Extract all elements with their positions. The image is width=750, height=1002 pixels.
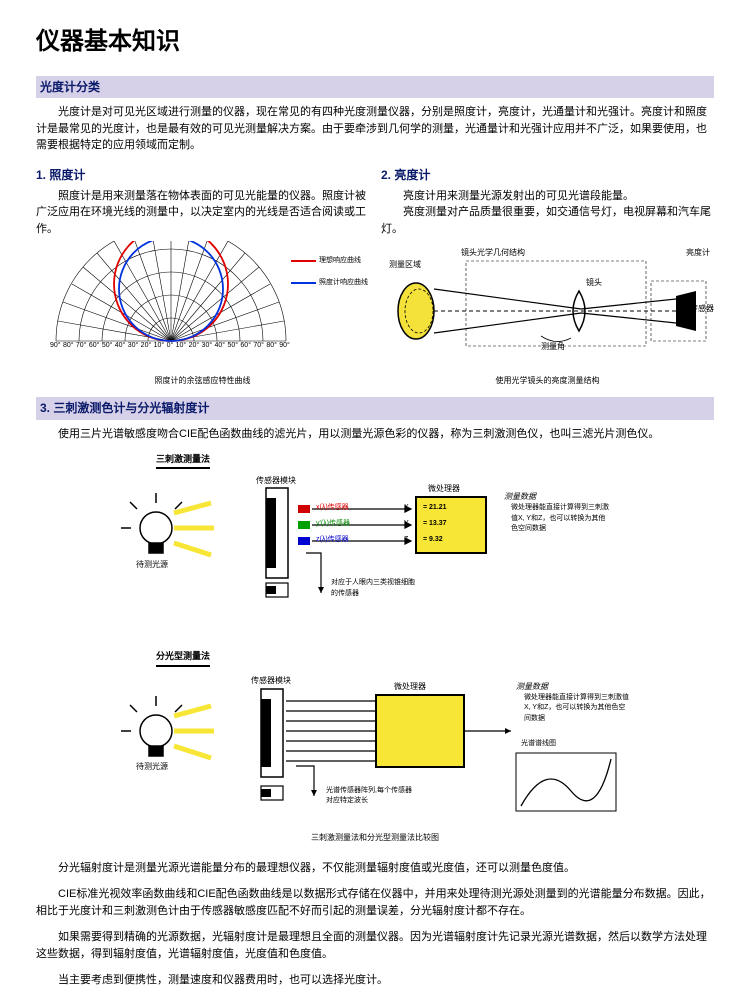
- sym-y: Y: [404, 519, 409, 530]
- data-title-2: 测量数据: [516, 681, 548, 693]
- main-title: 仪器基本知识: [36, 24, 714, 60]
- box3-body: 使用三片光谱敏感度吻合CIE配色函数曲线的滤光片，用以测量光源色彩的仪器，称为三…: [36, 426, 714, 443]
- spectro-processor: 微处理器: [394, 681, 426, 693]
- sensor-x: x(λ)传感器: [316, 503, 349, 514]
- para4: 当主要考虑到便携性，测量速度和仪器费用时，也可以选择光度计。: [36, 972, 714, 989]
- sensor-y: y'(λ)传感器: [316, 519, 350, 530]
- box2-caption: 使用光学镜头的亮度测量结构: [381, 375, 714, 387]
- sensor-array-lbl: 光谱传感器阵列,每个传感器对应特定波长: [326, 786, 416, 807]
- data-body-1: 微处理器能直接计算得到三刺激值X, Y和Z，也可以转换为其他色空间数据: [511, 503, 611, 535]
- val-x: = 21.21: [423, 503, 447, 514]
- spectro-source: 待测光源: [136, 761, 168, 773]
- val-y: = 13.37: [423, 519, 447, 530]
- luminance-diagram: 测量区域 镜头光学几何结构 亮度计 镜头 传感器 测量角: [381, 241, 714, 371]
- box1-caption: 照度计的余弦感应特性曲线: [36, 375, 369, 387]
- spectro-module: 传感器模块: [251, 675, 291, 687]
- val-z: = 9.32: [423, 535, 443, 546]
- legend-ideal: 理想响应曲线: [319, 256, 361, 267]
- box3-title: 3. 三刺激测色计与分光辐射度计: [36, 397, 714, 420]
- tristim-module: 传感器模块: [256, 475, 296, 487]
- cosine-diagram: 理想响应曲线 照度计响应曲线 90°80°70°60°50°40°30°20°1…: [36, 241, 369, 371]
- tristim-title: 三刺激测量法: [156, 453, 210, 470]
- lbl-meter: 亮度计: [686, 247, 710, 259]
- para2: CIE标准光视效率函数曲线和CIE配色函数曲线是以数据形式存储在仪器中，并用来处…: [36, 886, 714, 919]
- tristim-source: 待测光源: [136, 559, 168, 571]
- legend-actual: 照度计响应曲线: [319, 278, 368, 289]
- degree-labels: 90°80°70°60°50°40°30°20°10°0°10°20°30°40…: [50, 341, 290, 352]
- sym-z: Z: [404, 535, 408, 546]
- box3-caption: 三刺激测量法和分光型测量法比较图: [36, 832, 714, 844]
- tristim-processor: 微处理器: [428, 483, 460, 495]
- sensor-z: z(λ)传感器: [316, 535, 349, 546]
- spectro-diagram: 待测光源 传感器模块 微处理器 测量数据 微处理器能直接计算得到三刺激值X, Y…: [116, 671, 684, 826]
- spectro-title: 分光型测量法: [156, 650, 210, 667]
- box2-title: 2. 亮度计: [381, 166, 714, 184]
- sym-x: X: [404, 503, 409, 514]
- human-note: 对应于人眼内三类视锥细胞的传感器: [331, 578, 421, 599]
- box1-title: 1. 照度计: [36, 166, 369, 184]
- para3: 如果需要得到精确的光源数据，光辐射度计是最理想且全面的测量仪器。因为光谱辐射度计…: [36, 929, 714, 962]
- lbl-area: 测量区域: [389, 259, 421, 271]
- lbl-sensor: 传感器: [690, 303, 714, 315]
- intro-text: 光度计是对可见光区域进行测量的仪器，现在常见的有四种光度测量仪器，分别是照度计，…: [36, 104, 714, 154]
- data-body-2: 微处理器能直接计算得到三刺激值X, Y和Z，也可以转换为其他色空间数据: [524, 693, 629, 725]
- spectrum-curve-lbl: 光谱谱线图: [521, 739, 556, 750]
- tristim-diagram: 待测光源 传感器模块 x(λ)传感器 y'(λ)传感器 z(λ)传感器 微处理器…: [116, 473, 684, 628]
- lbl-angle: 测量角: [541, 341, 565, 353]
- lbl-lens: 镜头: [586, 277, 602, 289]
- box2-body2: 亮度测量对产品质量很重要，如交通信号灯，电视屏幕和汽车尾灯。: [381, 204, 714, 237]
- data-title-1: 测量数据: [504, 491, 536, 503]
- lbl-optics: 镜头光学几何结构: [461, 247, 525, 259]
- box1-body: 照度计是用来测量落在物体表面的可见光能量的仪器。照度计被广泛应用在环境光线的测量…: [36, 188, 369, 238]
- para1: 分光辐射度计是测量光源光谱能量分布的最理想仪器，不仅能测量辐射度值或光度值，还可…: [36, 860, 714, 877]
- section-header-classification: 光度计分类: [36, 76, 714, 98]
- box2-body1: 亮度计用来测量光源发射出的可见光谱段能量。: [381, 188, 714, 205]
